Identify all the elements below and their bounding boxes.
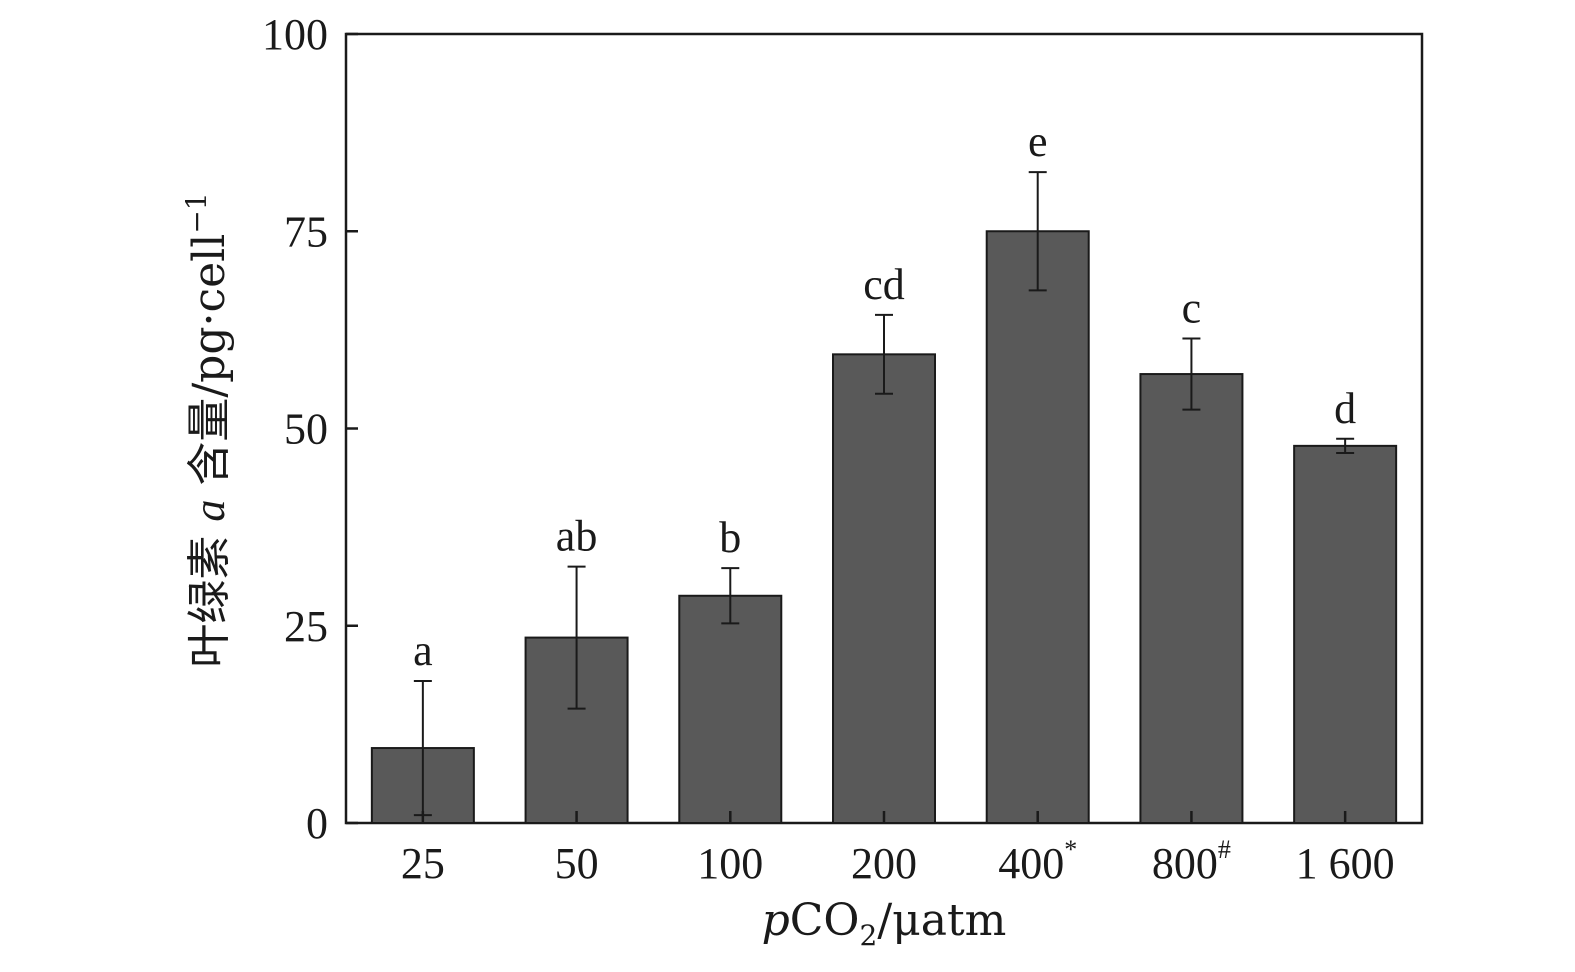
y-tick-label-0: 0	[306, 799, 328, 848]
significance-label-0: a	[413, 626, 433, 675]
x-tick-label-3: 200	[851, 839, 917, 888]
y-tick-label-1: 25	[284, 602, 328, 651]
x-tick-label-1: 50	[555, 839, 599, 888]
y-tick-label-4: 100	[262, 10, 328, 59]
x-axis-title-rest: /μatm	[877, 895, 1006, 946]
y-tick-label-3: 75	[284, 207, 328, 256]
y-axis-title-superscript: −1	[180, 192, 213, 233]
x-axis-title-main: CO	[790, 895, 860, 946]
y-tick-label-2: 50	[284, 405, 328, 454]
x-tick-label-4: 400*	[998, 835, 1077, 888]
significance-label-1: ab	[556, 512, 598, 561]
bar-4	[985, 230, 1090, 824]
significance-label-3: cd	[863, 260, 905, 309]
bar-5	[1139, 373, 1244, 824]
y-axis-title-italic: a	[185, 500, 234, 522]
bar-3	[832, 353, 936, 824]
y-axis-title: 叶绿素 a 含量/pg·cell−1	[180, 192, 235, 667]
x-axis-title-italic: p	[762, 895, 790, 946]
x-axis-title-subscript: 2	[860, 919, 878, 952]
bar-6	[1293, 444, 1398, 824]
x-tick-label-5: 800#	[1152, 835, 1231, 888]
significance-label-2: b	[719, 513, 741, 562]
y-axis-title-rest: 含量/pg·cell	[184, 234, 235, 500]
x-tick-label-2: 100	[697, 839, 763, 888]
y-axis-title-main: 叶绿素	[184, 522, 235, 668]
plot-area: 0 25 50 75 100 25 a 50 ab 100 b 200 cd 400* e 800# c 1 60…	[262, 10, 1424, 888]
x-axis-title: pCO2/μatm	[762, 895, 1007, 952]
significance-label-6: d	[1334, 384, 1356, 433]
x-tick-label-0: 25	[401, 839, 445, 888]
significance-label-4: e	[1028, 117, 1048, 166]
significance-label-5: c	[1182, 284, 1202, 333]
x-tick-label-6: 1 600	[1296, 839, 1395, 888]
bar-2	[678, 594, 783, 824]
